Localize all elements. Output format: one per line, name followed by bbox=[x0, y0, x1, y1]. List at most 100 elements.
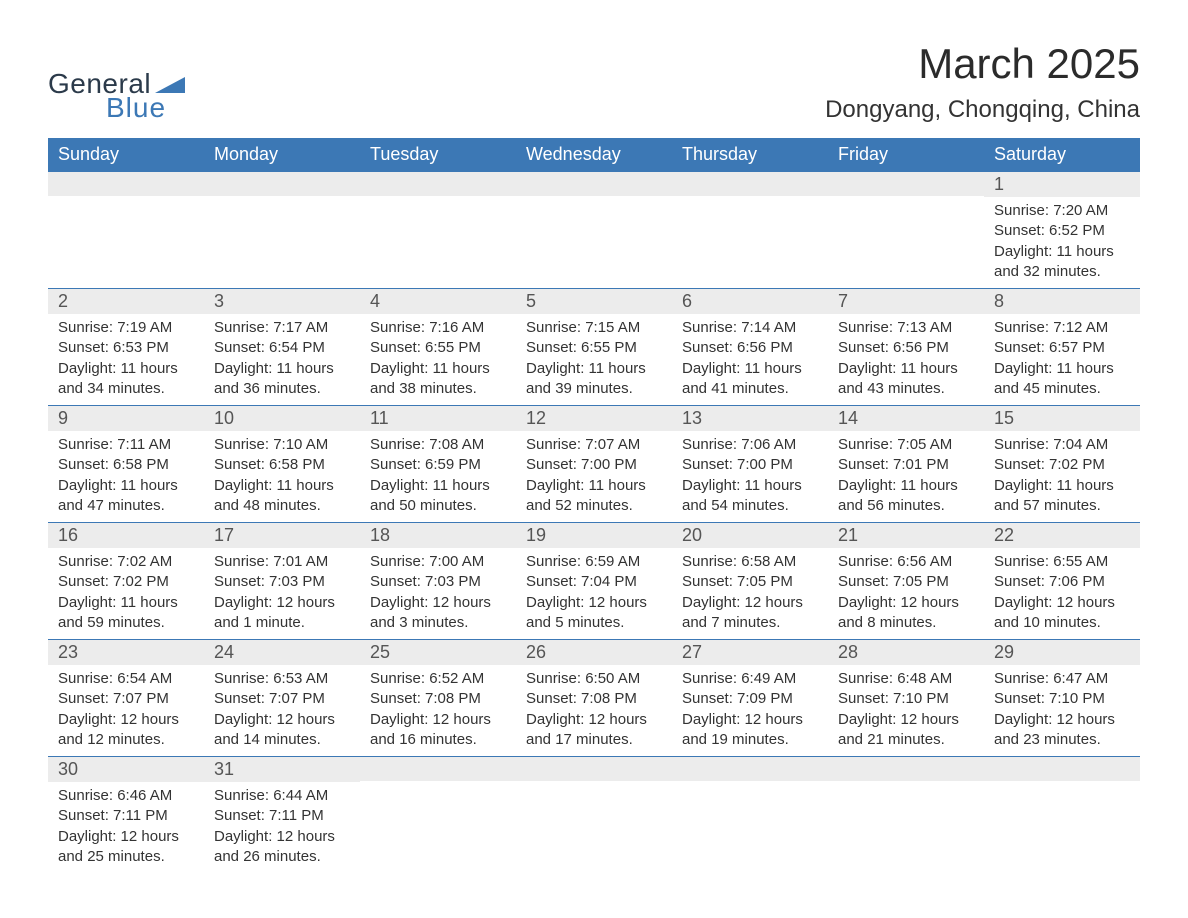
day-number bbox=[516, 757, 672, 781]
sunrise-text: Sunrise: 7:17 AM bbox=[214, 318, 350, 338]
sunrise-text: Sunrise: 7:14 AM bbox=[682, 318, 818, 338]
daylight-line2: and 25 minutes. bbox=[58, 847, 194, 867]
calendar-day-cell bbox=[360, 172, 516, 289]
daylight-line2: and 8 minutes. bbox=[838, 613, 974, 633]
day-number bbox=[672, 172, 828, 196]
day-details: Sunrise: 6:47 AMSunset: 7:10 PMDaylight:… bbox=[984, 665, 1140, 756]
daylight-line1: Daylight: 12 hours bbox=[58, 827, 194, 847]
sunrise-text: Sunrise: 7:04 AM bbox=[994, 435, 1130, 455]
daylight-line1: Daylight: 12 hours bbox=[370, 710, 506, 730]
day-number: 13 bbox=[672, 406, 828, 431]
weekday-header: Monday bbox=[204, 138, 360, 172]
day-details: Sunrise: 7:00 AMSunset: 7:03 PMDaylight:… bbox=[360, 548, 516, 639]
day-details: Sunrise: 7:04 AMSunset: 7:02 PMDaylight:… bbox=[984, 431, 1140, 522]
daylight-line1: Daylight: 12 hours bbox=[370, 593, 506, 613]
daylight-line2: and 59 minutes. bbox=[58, 613, 194, 633]
daylight-line2: and 48 minutes. bbox=[214, 496, 350, 516]
weekday-header: Wednesday bbox=[516, 138, 672, 172]
sunset-text: Sunset: 6:58 PM bbox=[214, 455, 350, 475]
sunset-text: Sunset: 6:53 PM bbox=[58, 338, 194, 358]
location-subtitle: Dongyang, Chongqing, China bbox=[825, 96, 1140, 124]
day-number: 4 bbox=[360, 289, 516, 314]
day-details bbox=[360, 781, 516, 853]
daylight-line1: Daylight: 11 hours bbox=[682, 476, 818, 496]
day-details: Sunrise: 6:52 AMSunset: 7:08 PMDaylight:… bbox=[360, 665, 516, 756]
day-number: 29 bbox=[984, 640, 1140, 665]
calendar-day-cell: 6Sunrise: 7:14 AMSunset: 6:56 PMDaylight… bbox=[672, 289, 828, 406]
day-details: Sunrise: 6:49 AMSunset: 7:09 PMDaylight:… bbox=[672, 665, 828, 756]
day-number bbox=[360, 757, 516, 781]
day-number: 17 bbox=[204, 523, 360, 548]
calendar-day-cell: 12Sunrise: 7:07 AMSunset: 7:00 PMDayligh… bbox=[516, 406, 672, 523]
day-details: Sunrise: 6:55 AMSunset: 7:06 PMDaylight:… bbox=[984, 548, 1140, 639]
day-number: 7 bbox=[828, 289, 984, 314]
sunset-text: Sunset: 7:03 PM bbox=[370, 572, 506, 592]
daylight-line1: Daylight: 11 hours bbox=[526, 359, 662, 379]
daylight-line2: and 50 minutes. bbox=[370, 496, 506, 516]
day-number: 16 bbox=[48, 523, 204, 548]
sunset-text: Sunset: 7:11 PM bbox=[58, 806, 194, 826]
sunset-text: Sunset: 7:05 PM bbox=[682, 572, 818, 592]
daylight-line2: and 12 minutes. bbox=[58, 730, 194, 750]
calendar-day-cell: 20Sunrise: 6:58 AMSunset: 7:05 PMDayligh… bbox=[672, 523, 828, 640]
day-details: Sunrise: 6:53 AMSunset: 7:07 PMDaylight:… bbox=[204, 665, 360, 756]
day-number: 11 bbox=[360, 406, 516, 431]
day-number: 20 bbox=[672, 523, 828, 548]
sunrise-text: Sunrise: 6:47 AM bbox=[994, 669, 1130, 689]
sunrise-text: Sunrise: 7:16 AM bbox=[370, 318, 506, 338]
calendar-week-row: 16Sunrise: 7:02 AMSunset: 7:02 PMDayligh… bbox=[48, 523, 1140, 640]
daylight-line2: and 56 minutes. bbox=[838, 496, 974, 516]
daylight-line2: and 5 minutes. bbox=[526, 613, 662, 633]
weekday-header: Sunday bbox=[48, 138, 204, 172]
day-details bbox=[672, 781, 828, 853]
calendar-day-cell: 18Sunrise: 7:00 AMSunset: 7:03 PMDayligh… bbox=[360, 523, 516, 640]
day-number bbox=[48, 172, 204, 196]
daylight-line1: Daylight: 12 hours bbox=[214, 593, 350, 613]
sunrise-text: Sunrise: 7:13 AM bbox=[838, 318, 974, 338]
calendar-day-cell bbox=[828, 172, 984, 289]
daylight-line2: and 17 minutes. bbox=[526, 730, 662, 750]
sunset-text: Sunset: 7:00 PM bbox=[682, 455, 818, 475]
daylight-line2: and 57 minutes. bbox=[994, 496, 1130, 516]
daylight-line2: and 47 minutes. bbox=[58, 496, 194, 516]
day-details bbox=[360, 196, 516, 268]
day-number: 6 bbox=[672, 289, 828, 314]
daylight-line2: and 19 minutes. bbox=[682, 730, 818, 750]
daylight-line1: Daylight: 12 hours bbox=[682, 593, 818, 613]
day-details: Sunrise: 7:05 AMSunset: 7:01 PMDaylight:… bbox=[828, 431, 984, 522]
day-details: Sunrise: 7:07 AMSunset: 7:00 PMDaylight:… bbox=[516, 431, 672, 522]
sunset-text: Sunset: 7:10 PM bbox=[838, 689, 974, 709]
daylight-line2: and 38 minutes. bbox=[370, 379, 506, 399]
sunrise-text: Sunrise: 6:48 AM bbox=[838, 669, 974, 689]
weekday-header: Saturday bbox=[984, 138, 1140, 172]
calendar-day-cell: 11Sunrise: 7:08 AMSunset: 6:59 PMDayligh… bbox=[360, 406, 516, 523]
sunset-text: Sunset: 7:04 PM bbox=[526, 572, 662, 592]
sunset-text: Sunset: 6:55 PM bbox=[526, 338, 662, 358]
sunset-text: Sunset: 6:56 PM bbox=[682, 338, 818, 358]
day-details: Sunrise: 6:54 AMSunset: 7:07 PMDaylight:… bbox=[48, 665, 204, 756]
weekday-header: Tuesday bbox=[360, 138, 516, 172]
sunset-text: Sunset: 7:10 PM bbox=[994, 689, 1130, 709]
calendar-day-cell: 14Sunrise: 7:05 AMSunset: 7:01 PMDayligh… bbox=[828, 406, 984, 523]
sunrise-text: Sunrise: 6:59 AM bbox=[526, 552, 662, 572]
day-number: 23 bbox=[48, 640, 204, 665]
sunrise-text: Sunrise: 6:54 AM bbox=[58, 669, 194, 689]
day-details bbox=[48, 196, 204, 268]
calendar-day-cell: 31Sunrise: 6:44 AMSunset: 7:11 PMDayligh… bbox=[204, 757, 360, 874]
sunset-text: Sunset: 6:55 PM bbox=[370, 338, 506, 358]
day-details bbox=[204, 196, 360, 268]
daylight-line1: Daylight: 12 hours bbox=[838, 710, 974, 730]
day-number: 30 bbox=[48, 757, 204, 782]
sunrise-text: Sunrise: 7:12 AM bbox=[994, 318, 1130, 338]
daylight-line1: Daylight: 11 hours bbox=[214, 359, 350, 379]
sunrise-text: Sunrise: 7:19 AM bbox=[58, 318, 194, 338]
calendar-day-cell: 23Sunrise: 6:54 AMSunset: 7:07 PMDayligh… bbox=[48, 640, 204, 757]
calendar-day-cell: 2Sunrise: 7:19 AMSunset: 6:53 PMDaylight… bbox=[48, 289, 204, 406]
calendar-day-cell bbox=[828, 757, 984, 874]
calendar-day-cell bbox=[984, 757, 1140, 874]
day-number: 14 bbox=[828, 406, 984, 431]
day-number: 3 bbox=[204, 289, 360, 314]
day-number: 2 bbox=[48, 289, 204, 314]
title-block: March 2025 Dongyang, Chongqing, China bbox=[825, 40, 1140, 124]
daylight-line1: Daylight: 12 hours bbox=[58, 710, 194, 730]
